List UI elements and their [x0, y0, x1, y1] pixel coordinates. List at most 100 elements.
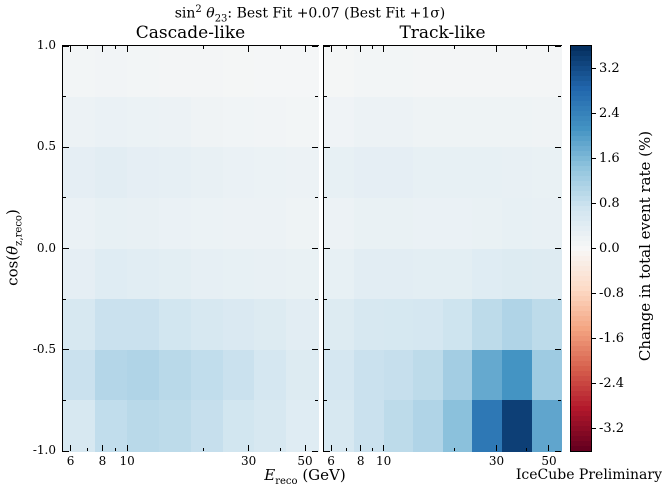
- colorbar-gradient-slice: [571, 56, 591, 62]
- x-tick-label: 30: [240, 454, 257, 468]
- colorbar-tick: [592, 428, 596, 429]
- y-major-tick: [63, 45, 69, 47]
- colorbar-gradient-slice: [571, 331, 591, 337]
- heatmap-cell: [412, 349, 444, 401]
- y-minor-tick: [315, 298, 318, 300]
- colorbar-gradient-slice: [571, 266, 591, 272]
- heatmap-cell: [324, 400, 355, 452]
- colorbar-tick-label: 0.8: [599, 195, 620, 211]
- colorbar-gradient-slice: [571, 206, 591, 212]
- heatmap-cell: [472, 96, 503, 148]
- heatmap-cell: [354, 349, 385, 401]
- heatmap-cell: [531, 96, 562, 148]
- x-major-tick: [304, 445, 306, 451]
- colorbar-gradient-slice: [571, 216, 591, 222]
- heatmap-cell: [254, 248, 287, 300]
- y-major-tick: [555, 146, 561, 148]
- colorbar-gradient-slice: [571, 106, 591, 112]
- heatmap-cell: [354, 248, 385, 300]
- heatmap-cell: [127, 400, 160, 452]
- heatmap-cell: [158, 96, 192, 148]
- colorbar-gradient-slice: [571, 191, 591, 197]
- x-tick-label: 50: [541, 454, 557, 468]
- heatmap-cell: [442, 349, 473, 401]
- colorbar-gradient-slice: [571, 411, 591, 417]
- heatmap-cell: [63, 349, 96, 401]
- colorbar-tick: [592, 68, 596, 69]
- colorbar-gradient-slice: [571, 241, 591, 247]
- colorbar-gradient-slice: [571, 246, 591, 252]
- heatmap-cell: [383, 349, 414, 401]
- heatmap-cell: [383, 197, 414, 250]
- heatmap-cell: [222, 349, 255, 401]
- heatmap-cell: [95, 400, 128, 452]
- heatmap-cell: [383, 299, 414, 351]
- x-minor-tick: [279, 46, 281, 49]
- heatmap-cell: [222, 96, 255, 148]
- heatmap-cell: [127, 197, 160, 250]
- colorbar-gradient-slice: [571, 66, 591, 72]
- y-minor-tick: [324, 197, 327, 199]
- colorbar-gradient-slice: [571, 441, 591, 447]
- y-minor-tick: [63, 96, 66, 98]
- colorbar-tick: [592, 293, 596, 294]
- colorbar-gradient-slice: [571, 371, 591, 377]
- heatmap-cell: [95, 96, 128, 148]
- x-minor-tick: [203, 46, 205, 49]
- colorbar-gradient-slice: [571, 81, 591, 87]
- heatmap-cell: [472, 299, 503, 351]
- colorbar-gradient-slice: [571, 321, 591, 327]
- colorbar-gradient-slice: [571, 281, 591, 287]
- colorbar-gradient-slice: [571, 341, 591, 347]
- heatmap-cell: [412, 147, 444, 199]
- x-major-tick: [248, 445, 250, 451]
- ylabel-close: ): [3, 209, 22, 216]
- y-major-tick: [555, 349, 561, 351]
- heatmap-cell: [63, 46, 96, 98]
- colorbar-gradient-slice: [571, 201, 591, 207]
- heatmap-cell: [354, 400, 385, 452]
- y-minor-tick: [558, 96, 561, 98]
- y-major-tick: [63, 146, 69, 148]
- colorbar-gradient-slice: [571, 61, 591, 67]
- colorbar-tick: [592, 203, 596, 204]
- colorbar-gradient-slice: [571, 86, 591, 92]
- colorbar-gradient-slice: [571, 176, 591, 182]
- heatmap-cell: [95, 248, 128, 300]
- heatmap-cell: [286, 349, 319, 401]
- x-tick-label: 10: [375, 454, 392, 468]
- colorbar-gradient-slice: [571, 181, 591, 187]
- heatmap-cell: [95, 147, 128, 199]
- heatmap-cell: [501, 248, 533, 300]
- y-major-tick: [324, 45, 330, 47]
- colorbar-gradient-slice: [571, 166, 591, 172]
- x-minor-tick: [203, 448, 205, 451]
- colorbar-gradient-slice: [571, 391, 591, 397]
- colorbar-gradient-slice: [571, 396, 591, 402]
- heatmap-cell: [127, 299, 160, 351]
- heatmap-cell: [158, 197, 192, 250]
- heatmap-cell: [501, 349, 533, 401]
- heatmap-cell: [254, 96, 287, 148]
- heatmap-cell: [324, 248, 355, 300]
- colorbar-gradient-slice: [571, 96, 591, 102]
- heatmap-cell: [442, 400, 473, 452]
- watermark: IceCube Preliminary: [515, 467, 662, 483]
- heatmap-cell: [354, 147, 385, 199]
- heatmap-cell: [442, 46, 473, 98]
- heatmap-cell: [412, 46, 444, 98]
- colorbar-gradient-slice: [571, 426, 591, 432]
- colorbar-gradient-slice: [571, 156, 591, 162]
- colorbar-tick-label: -2.4: [599, 375, 625, 391]
- colorbar-gradient-slice: [571, 101, 591, 107]
- heatmap-cell: [158, 299, 192, 351]
- colorbar-gradient-slice: [571, 336, 591, 342]
- x-tick-label: 6: [66, 454, 75, 468]
- heatmap-cell: [383, 147, 414, 199]
- heatmap-cell: [127, 147, 160, 199]
- y-tick-label: 1.0: [36, 38, 56, 52]
- heatmap-cell: [383, 248, 414, 300]
- heatmap-cell: [472, 147, 503, 199]
- heatmap-cell: [286, 96, 319, 148]
- heatmap-cell: [222, 197, 255, 250]
